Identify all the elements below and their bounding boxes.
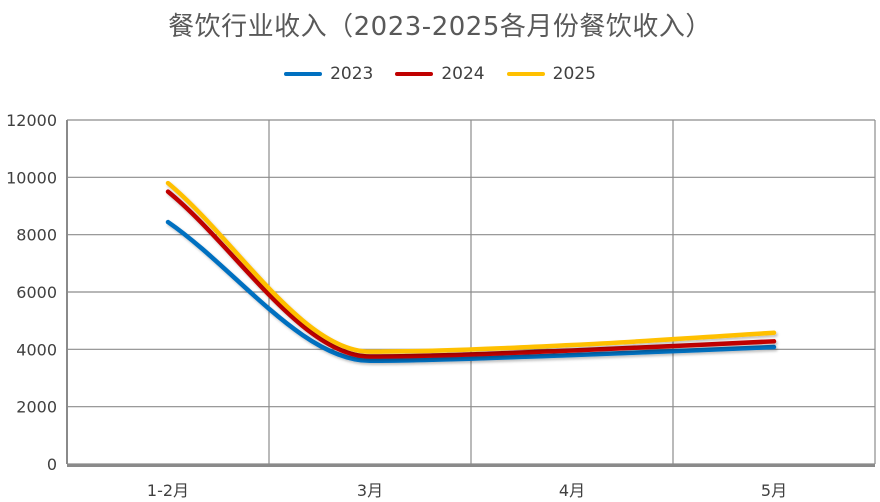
x-tick-label: 3月 (357, 481, 383, 500)
legend-swatch-2024 (395, 72, 434, 76)
y-tick-label: 6000 (16, 283, 57, 302)
legend-item-2023[interactable]: 2023 (284, 64, 373, 84)
legend-label-2024: 2024 (441, 64, 485, 84)
y-tick-label: 8000 (16, 226, 57, 245)
y-tick-label: 0 (47, 455, 57, 474)
x-tick-label: 5月 (761, 481, 787, 500)
legend-item-2024[interactable]: 2024 (395, 64, 485, 84)
legend-label-2025: 2025 (552, 64, 596, 84)
legend: 2023 2024 2025 (0, 64, 880, 84)
legend-swatch-2023 (284, 72, 323, 76)
legend-item-2025[interactable]: 2025 (506, 64, 596, 84)
legend-label-2023: 2023 (330, 64, 374, 84)
y-tick-label: 4000 (16, 340, 57, 359)
x-tick-label: 4月 (559, 481, 585, 500)
series-line-2023 (165, 219, 777, 364)
series-line-2025 (165, 180, 777, 354)
chart-title: 餐饮行业收入（2023-2025各月份餐饮收入） (168, 12, 712, 42)
series-line-2024 (165, 189, 777, 359)
y-tick-label: 10000 (6, 168, 57, 187)
legend-swatch-2025 (506, 72, 545, 76)
y-tick-label: 2000 (16, 398, 57, 417)
x-tick-label: 1-2月 (147, 481, 189, 500)
y-tick-label: 12000 (6, 111, 57, 130)
